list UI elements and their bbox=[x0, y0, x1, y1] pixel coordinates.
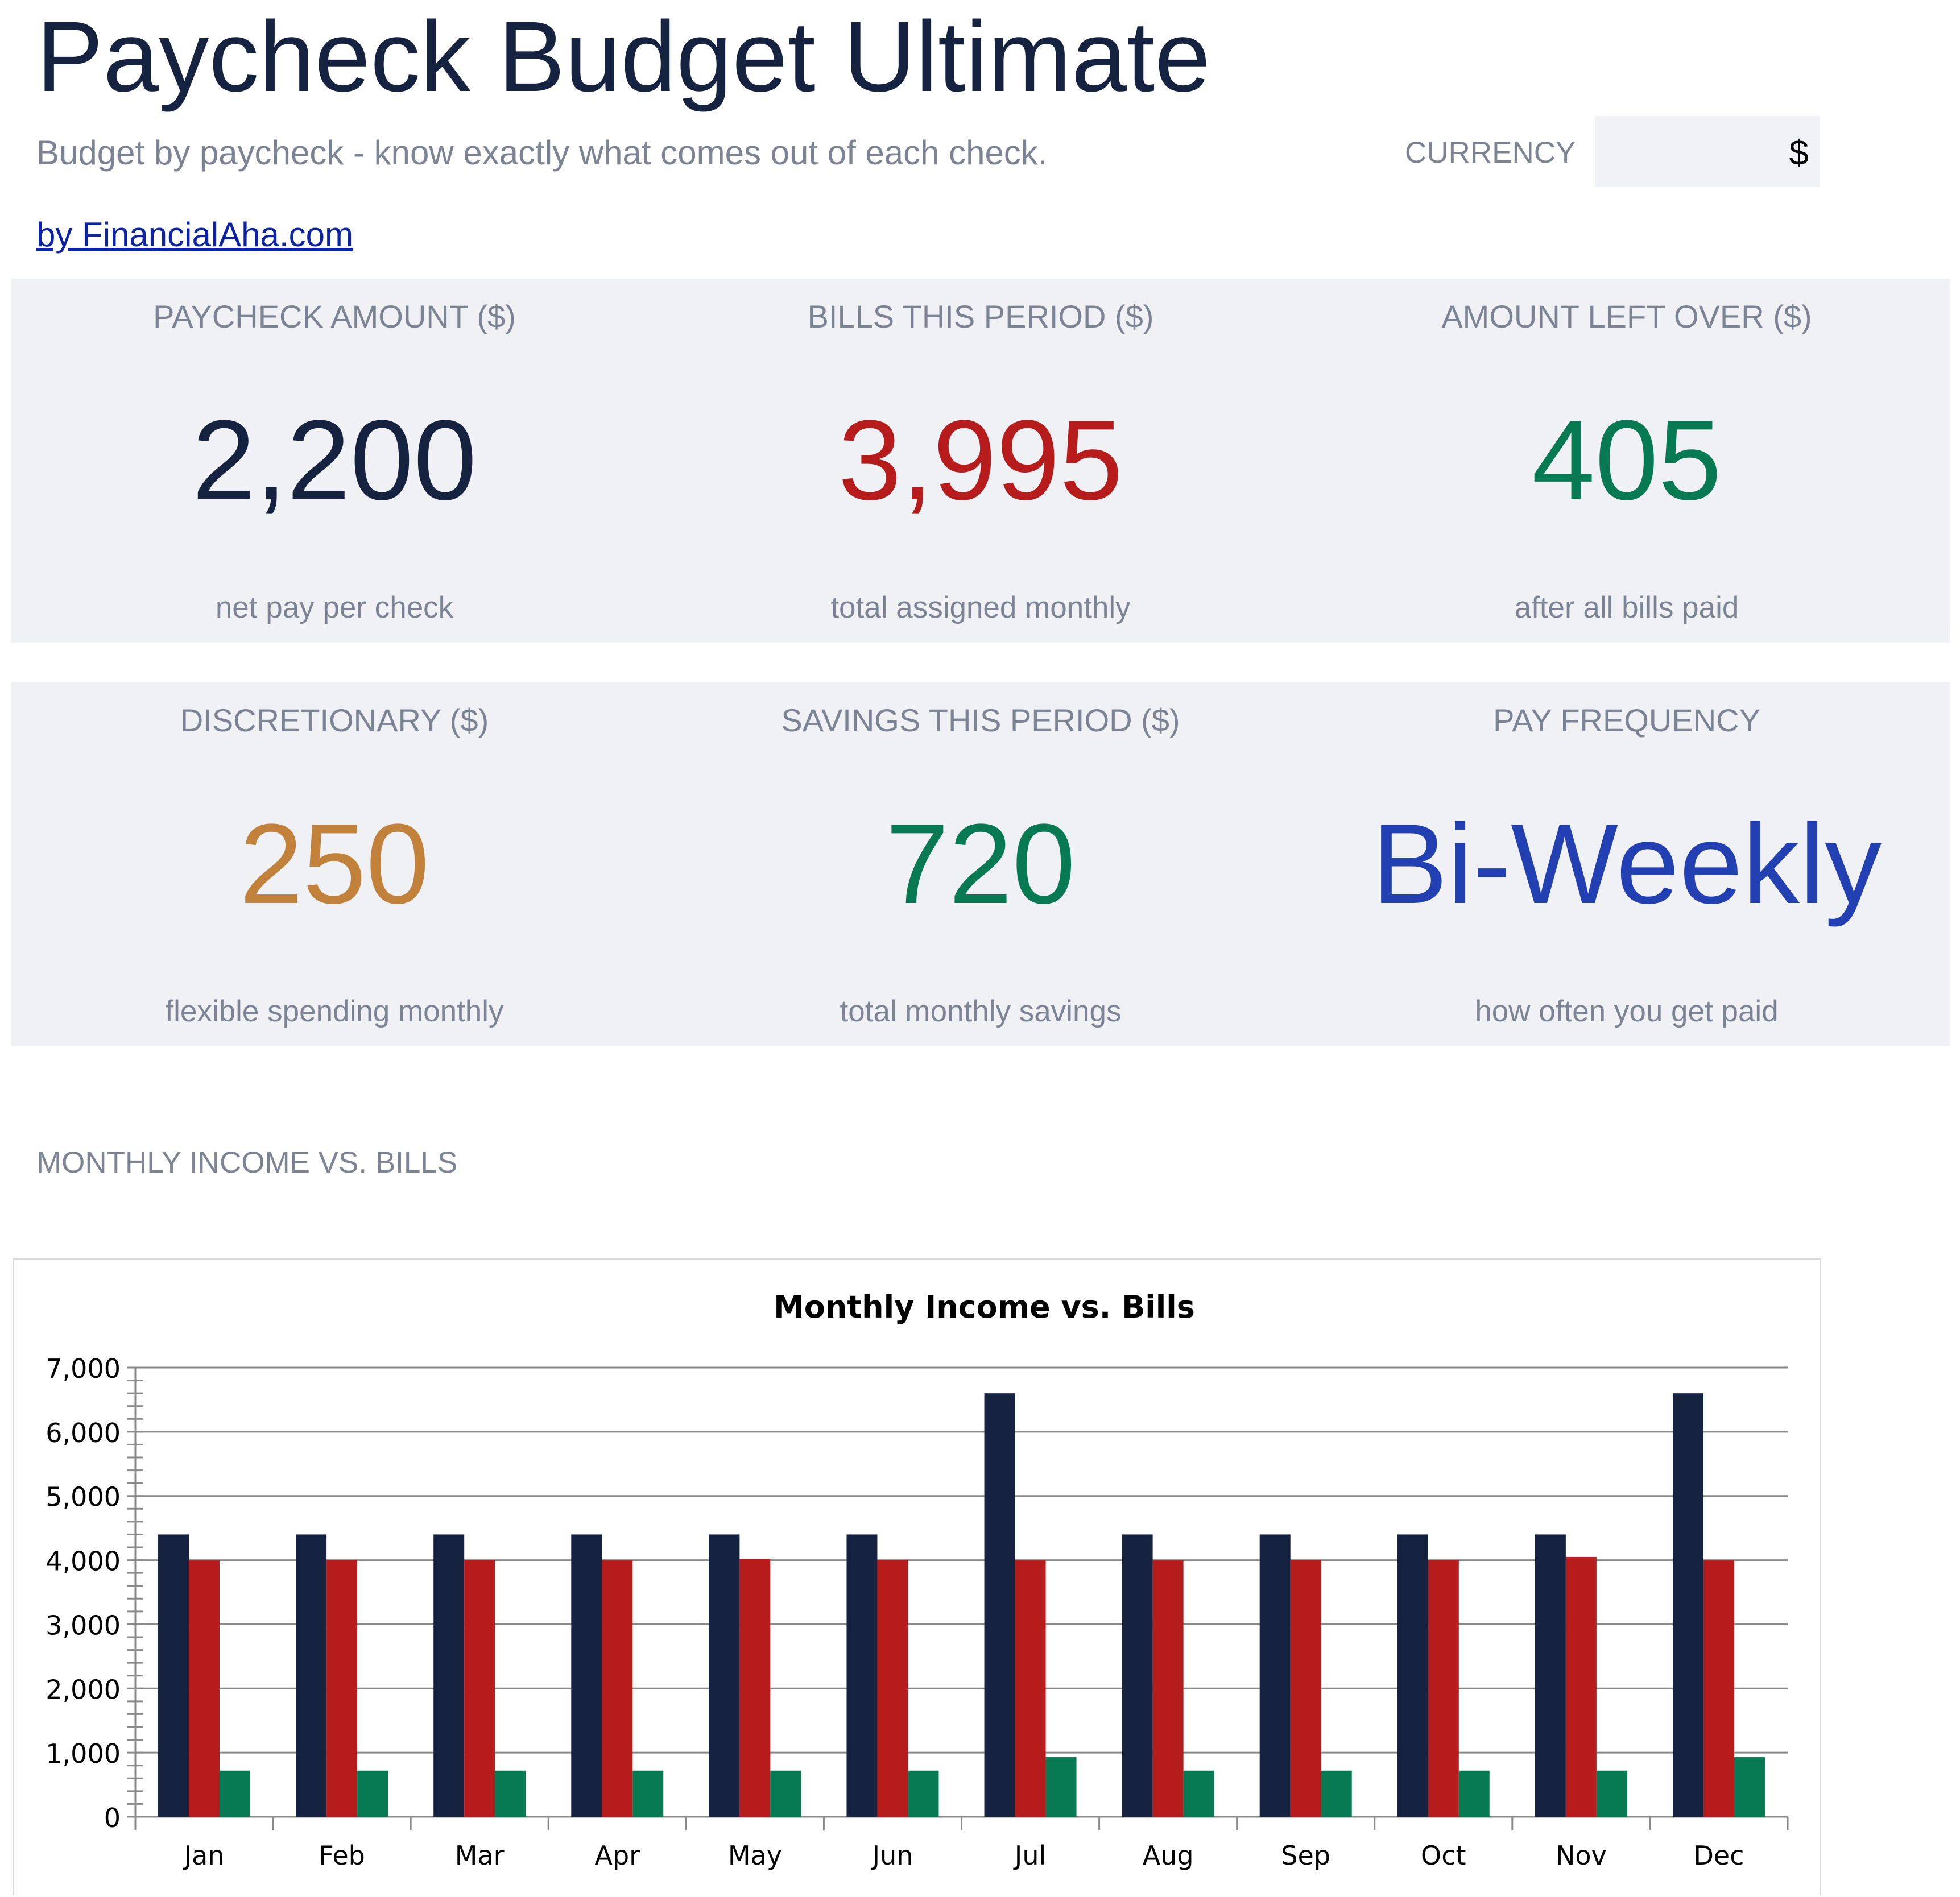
kpi-card-pay-frequency: PAY FREQUENCY Bi-Weekly how often you ge… bbox=[1304, 682, 1950, 1046]
x-tick-label: Aug bbox=[1143, 1840, 1194, 1871]
kpi-label: DISCRETIONARY ($) bbox=[180, 702, 489, 738]
kpi-card-paycheck-amount: PAYCHECK AMOUNT ($) 2,200 net pay per ch… bbox=[11, 279, 658, 643]
kpi-value: 405 bbox=[1532, 397, 1722, 524]
bar bbox=[326, 1560, 358, 1817]
bar bbox=[1290, 1560, 1321, 1817]
kpi-note: total assigned monthly bbox=[830, 591, 1131, 624]
y-tick-label: 7,000 bbox=[46, 1353, 121, 1384]
bar bbox=[1428, 1560, 1459, 1817]
x-tick-label: Jul bbox=[1013, 1840, 1047, 1871]
bar bbox=[877, 1560, 908, 1817]
x-tick-label: Jan bbox=[183, 1840, 225, 1871]
x-tick-label: Nov bbox=[1556, 1840, 1607, 1871]
bar bbox=[296, 1534, 327, 1817]
bar bbox=[1734, 1757, 1765, 1817]
bar bbox=[1321, 1770, 1352, 1817]
y-tick-label: 6,000 bbox=[46, 1418, 121, 1448]
kpi-label: SAVINGS THIS PERIOD ($) bbox=[781, 702, 1180, 738]
kpi-value: Bi-Weekly bbox=[1371, 801, 1882, 927]
kpi-value: 2,200 bbox=[192, 397, 477, 524]
bar bbox=[1015, 1560, 1046, 1817]
bar bbox=[220, 1770, 251, 1817]
bar bbox=[739, 1559, 771, 1817]
kpi-label: PAYCHECK AMOUNT ($) bbox=[153, 299, 516, 334]
bar bbox=[1672, 1393, 1703, 1817]
x-tick-label: Apr bbox=[594, 1840, 640, 1871]
bar bbox=[908, 1770, 939, 1817]
bar bbox=[1397, 1534, 1428, 1817]
kpi-note: flexible spending monthly bbox=[165, 995, 504, 1028]
bar bbox=[495, 1770, 526, 1817]
bar bbox=[1703, 1560, 1734, 1817]
x-tick-label: Sep bbox=[1281, 1840, 1330, 1871]
kpi-panel-top: PAYCHECK AMOUNT ($) 2,200 net pay per ch… bbox=[11, 279, 1950, 643]
kpi-note: after all bills paid bbox=[1514, 591, 1739, 624]
kpi-label: BILLS THIS PERIOD ($) bbox=[807, 299, 1154, 334]
bar bbox=[1122, 1534, 1153, 1817]
bar bbox=[984, 1393, 1015, 1817]
y-tick-label: 3,000 bbox=[46, 1610, 121, 1641]
kpi-value: 720 bbox=[886, 801, 1076, 927]
x-tick-label: May bbox=[728, 1840, 782, 1871]
kpi-card-amount-left-over: AMOUNT LEFT OVER ($) 405 after all bills… bbox=[1304, 279, 1950, 643]
bar bbox=[571, 1534, 602, 1817]
kpi-note: total monthly savings bbox=[840, 995, 1122, 1028]
bar bbox=[158, 1534, 189, 1817]
bar bbox=[1183, 1770, 1214, 1817]
kpi-note: how often you get paid bbox=[1475, 995, 1779, 1028]
bar bbox=[357, 1770, 388, 1817]
bar bbox=[709, 1534, 740, 1817]
bar bbox=[1458, 1770, 1490, 1817]
x-tick-label: Oct bbox=[1421, 1840, 1466, 1871]
page-title: Paycheck Budget Ultimate bbox=[36, 1, 1211, 113]
bar bbox=[602, 1560, 633, 1817]
bar bbox=[1596, 1770, 1627, 1817]
y-tick-label: 0 bbox=[104, 1803, 121, 1833]
x-tick-label: Feb bbox=[319, 1840, 365, 1871]
x-tick-label: Mar bbox=[455, 1840, 505, 1871]
chart-container[interactable]: Monthly Income vs. Bills 0 1,000 2,000 3,000… bbox=[13, 1258, 1821, 1895]
page-subtitle: Budget by paycheck - know exactly what c… bbox=[36, 134, 1048, 172]
bar bbox=[1535, 1534, 1566, 1817]
currency-label: CURRENCY bbox=[1405, 136, 1576, 169]
kpi-label: AMOUNT LEFT OVER ($) bbox=[1441, 299, 1812, 334]
bar bbox=[1152, 1560, 1184, 1817]
section-label-chart: MONTHLY INCOME VS. BILLS bbox=[36, 1146, 458, 1179]
y-tick-label: 1,000 bbox=[46, 1738, 121, 1769]
kpi-note: net pay per check bbox=[215, 591, 454, 624]
y-tick-label: 5,000 bbox=[46, 1482, 121, 1513]
bar bbox=[189, 1560, 220, 1817]
bar bbox=[1259, 1534, 1291, 1817]
byline-link[interactable]: by FinancialAha.com bbox=[36, 216, 353, 254]
bar bbox=[433, 1534, 465, 1817]
kpi-card-savings-this-period: SAVINGS THIS PERIOD ($) 720 total monthl… bbox=[658, 682, 1304, 1046]
kpi-value: 3,995 bbox=[838, 397, 1123, 524]
x-tick-label: Jun bbox=[871, 1840, 913, 1871]
bar bbox=[464, 1560, 495, 1817]
kpi-card-bills-this-period: BILLS THIS PERIOD ($) 3,995 total assign… bbox=[658, 279, 1304, 643]
bar bbox=[1565, 1556, 1597, 1817]
bar bbox=[632, 1770, 664, 1817]
kpi-card-discretionary: DISCRETIONARY ($) 250 flexible spending … bbox=[11, 682, 658, 1046]
x-tick-label: Dec bbox=[1693, 1840, 1744, 1871]
currency-cell[interactable]: $ bbox=[1595, 116, 1820, 187]
income-vs-bills-chart: Monthly Income vs. Bills 0 1,000 2,000 3,000… bbox=[46, 1289, 1789, 1871]
bar bbox=[1045, 1757, 1077, 1817]
bar bbox=[770, 1770, 801, 1817]
chart-title: Monthly Income vs. Bills bbox=[774, 1289, 1195, 1325]
y-tick-label: 2,000 bbox=[46, 1674, 121, 1705]
kpi-value: 250 bbox=[239, 801, 429, 927]
kpi-panel-bottom: DISCRETIONARY ($) 250 flexible spending … bbox=[11, 682, 1950, 1046]
currency-value: $ bbox=[1789, 134, 1809, 173]
kpi-label: PAY FREQUENCY bbox=[1493, 702, 1760, 738]
y-tick-label: 4,000 bbox=[46, 1546, 121, 1577]
bar bbox=[846, 1534, 878, 1817]
